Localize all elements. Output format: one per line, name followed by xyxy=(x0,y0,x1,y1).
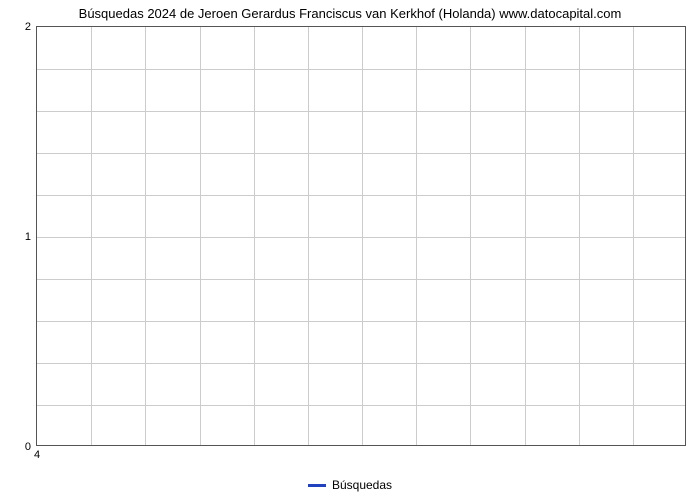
gridline-horizontal xyxy=(37,69,685,70)
gridline-vertical xyxy=(525,27,526,445)
gridline-vertical xyxy=(200,27,201,445)
chart-container: Búsquedas 2024 de Jeroen Gerardus Franci… xyxy=(0,0,700,500)
gridline-horizontal xyxy=(37,279,685,280)
gridline-horizontal xyxy=(37,153,685,154)
gridline-vertical xyxy=(308,27,309,445)
legend-label: Búsquedas xyxy=(332,478,392,492)
gridline-vertical xyxy=(416,27,417,445)
gridline-horizontal xyxy=(37,237,685,238)
chart-title: Búsquedas 2024 de Jeroen Gerardus Franci… xyxy=(0,6,700,21)
gridline-vertical xyxy=(254,27,255,445)
legend-swatch xyxy=(308,484,326,487)
plot-area: 0124 xyxy=(36,26,686,446)
gridline-horizontal xyxy=(37,363,685,364)
gridline-horizontal xyxy=(37,111,685,112)
y-axis-tick-label: 1 xyxy=(25,231,37,243)
gridline-vertical xyxy=(145,27,146,445)
gridline-horizontal xyxy=(37,195,685,196)
gridline-vertical xyxy=(470,27,471,445)
gridline-vertical xyxy=(633,27,634,445)
x-axis-tick-label: 4 xyxy=(34,445,40,461)
gridline-horizontal xyxy=(37,405,685,406)
gridline-vertical xyxy=(362,27,363,445)
legend: Búsquedas xyxy=(0,478,700,492)
gridline-vertical xyxy=(579,27,580,445)
gridline-horizontal xyxy=(37,321,685,322)
gridline-vertical xyxy=(91,27,92,445)
y-axis-tick-label: 2 xyxy=(25,21,37,33)
